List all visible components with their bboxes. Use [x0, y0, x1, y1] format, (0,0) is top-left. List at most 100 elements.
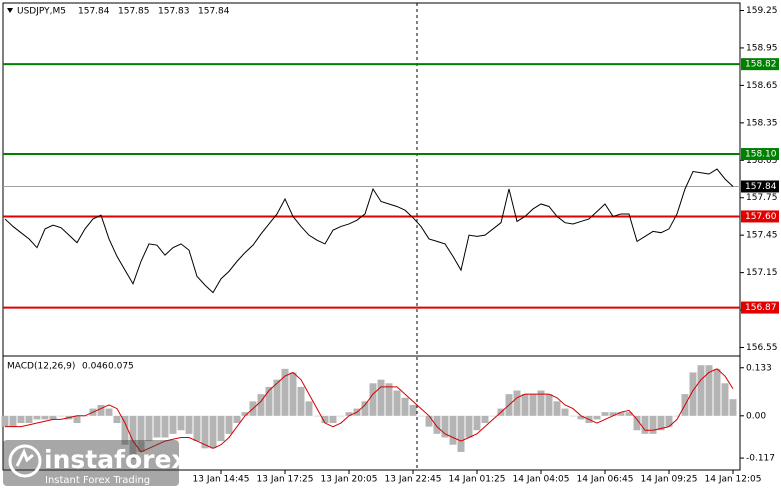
macd-bar [161, 415, 169, 438]
y-tick-label: 157.15 [746, 268, 778, 278]
macd-bar [313, 415, 321, 417]
macd-bar [321, 415, 329, 424]
macd-bar [689, 372, 697, 416]
macd-bar [177, 415, 185, 431]
macd-bar [1, 415, 9, 427]
y-tick-label: 158.35 [746, 118, 778, 128]
macd-bar [281, 368, 289, 416]
x-tick-label: 14 Jan 01:25 [449, 475, 506, 485]
y-tick-label: 156.55 [746, 343, 778, 353]
y-tick-label: 158.95 [746, 43, 778, 53]
macd-bar [385, 383, 393, 416]
level-tag [741, 148, 779, 161]
x-tick-label: 14 Jan 12:05 [705, 475, 762, 485]
macd-bar [233, 415, 241, 424]
level-tag [741, 301, 779, 314]
macd-bar [137, 415, 145, 452]
macd-bar [257, 394, 265, 416]
macd-bar [265, 386, 273, 416]
y-tick-label: 158.05 [746, 156, 778, 166]
macd-bar [145, 415, 153, 442]
macd-bar [273, 379, 281, 416]
level-label: 158.82 [745, 60, 777, 70]
level-tag [741, 210, 779, 223]
macd-bar [185, 415, 193, 434]
macd-bar [609, 412, 617, 416]
macd-bar [369, 383, 377, 416]
macd-value: 0.046 [82, 362, 108, 372]
macd-bar [721, 383, 729, 416]
signal-line [5, 368, 734, 453]
macd-bar [545, 394, 553, 416]
macd-bar [41, 415, 49, 420]
macd-signal-value: 0.075 [108, 362, 134, 372]
macd-bar [569, 415, 577, 417]
macd-bar [449, 415, 457, 445]
macd-bar [657, 415, 665, 431]
macd-bar [113, 415, 121, 424]
y-tick-label: 0.133 [746, 363, 772, 373]
macd-bar [697, 365, 705, 416]
macd-bar [289, 372, 297, 416]
macd-bar [345, 412, 353, 416]
macd-bar [641, 415, 649, 434]
y-tick-label: 158.65 [746, 81, 778, 91]
y-tick-label: 0.00 [746, 411, 766, 421]
macd-bar [553, 401, 561, 416]
macd-bar [561, 408, 569, 416]
macd-bar [673, 415, 681, 417]
price-line [4, 168, 734, 294]
macd-bar [337, 415, 345, 417]
chart-title: USDJPY,M5 [17, 7, 66, 17]
x-tick-label: 14 Jan 04:05 [513, 475, 570, 485]
macd-bar [57, 415, 65, 417]
macd-bar [201, 415, 209, 449]
macd-bar [713, 368, 721, 416]
macd-bar [401, 397, 409, 416]
macd-bar [593, 415, 601, 420]
macd-bar [457, 415, 465, 452]
macd-title: MACD(12,26,9) [7, 362, 75, 372]
macd-bar [25, 415, 33, 424]
macd-bar [241, 412, 249, 416]
macd-bar [361, 401, 369, 416]
macd-bar [729, 399, 737, 416]
macd-bar [17, 415, 25, 424]
ohlc-value: 157.85 [118, 7, 150, 17]
level-tag [741, 180, 779, 193]
x-tick-label: 13 Jan 17:25 [257, 475, 314, 485]
macd-bar [625, 412, 633, 416]
macd-bar [465, 415, 473, 438]
macd-bar [33, 415, 41, 420]
x-tick-label: 13 Jan 14:45 [193, 475, 250, 485]
macd-bar [169, 415, 177, 434]
macd-bar [537, 390, 545, 416]
macd-bar [105, 408, 113, 416]
macd-bar [377, 379, 385, 416]
y-tick-label: 159.25 [746, 6, 778, 16]
macd-bar [97, 404, 105, 416]
x-tick-label: 14 Jan 06:45 [577, 475, 634, 485]
y-tick-label: -0.117 [746, 454, 775, 464]
macd-bar [481, 415, 489, 424]
watermark-logo-mark [15, 448, 34, 467]
macd-bar [601, 412, 609, 416]
macd-bar [9, 415, 17, 427]
watermark-bg [3, 440, 179, 486]
macd-bar [441, 415, 449, 438]
watermark-brand: instaforex [44, 445, 188, 474]
y-tick-label: 157.45 [746, 231, 778, 241]
level-label: 157.84 [745, 182, 777, 192]
macd-bar [705, 365, 713, 416]
macd-bar [417, 415, 425, 417]
ohlc-value: 157.84 [198, 7, 230, 17]
plot-frame [2, 2, 741, 471]
watermark-tagline: Instant Forex Trading [45, 475, 150, 486]
macd-bar [393, 390, 401, 416]
macd-bar [193, 415, 201, 442]
macd-bar [121, 415, 129, 445]
menu-triangle [7, 8, 13, 13]
macd-bar [209, 415, 217, 449]
